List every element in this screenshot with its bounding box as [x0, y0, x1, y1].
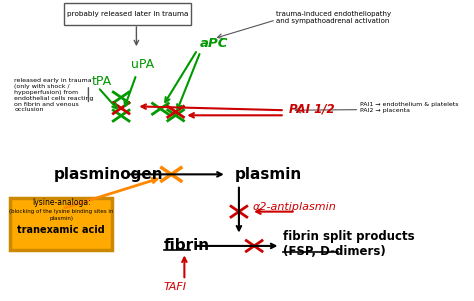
Text: released early in trauma
(only with shock /
hypoperfusion) from
endothelial cell: released early in trauma (only with shoc…: [14, 78, 94, 112]
Text: aPC: aPC: [200, 37, 228, 50]
Text: α2-antiplasmin: α2-antiplasmin: [253, 202, 337, 212]
Text: probably released later in trauma: probably released later in trauma: [67, 11, 188, 17]
Text: PAI1 → endothelium & platelets
PAI2 → placenta: PAI1 → endothelium & platelets PAI2 → pl…: [360, 102, 459, 113]
Text: lysine-analoga:: lysine-analoga:: [32, 198, 91, 207]
Text: fibrin: fibrin: [164, 238, 210, 253]
Text: TAFI: TAFI: [163, 282, 186, 292]
Text: trauma-induced endotheliopathy
and sympathoadrenal activation: trauma-induced endotheliopathy and sympa…: [276, 11, 391, 24]
Text: PAI 1/2: PAI 1/2: [289, 103, 335, 116]
FancyBboxPatch shape: [10, 198, 112, 250]
FancyBboxPatch shape: [64, 3, 191, 25]
Text: fibrin split products
(FSP, D-dimers): fibrin split products (FSP, D-dimers): [283, 231, 415, 259]
Text: tranexamic acid: tranexamic acid: [18, 225, 105, 234]
Text: uPA: uPA: [131, 57, 154, 70]
Text: plasmin): plasmin): [49, 216, 73, 221]
Text: plasmin: plasmin: [235, 167, 302, 182]
Text: (blocking of the lysine binding sites in: (blocking of the lysine binding sites in: [9, 209, 114, 214]
Text: plasminogen: plasminogen: [54, 167, 163, 182]
Text: tPA: tPA: [91, 76, 111, 88]
